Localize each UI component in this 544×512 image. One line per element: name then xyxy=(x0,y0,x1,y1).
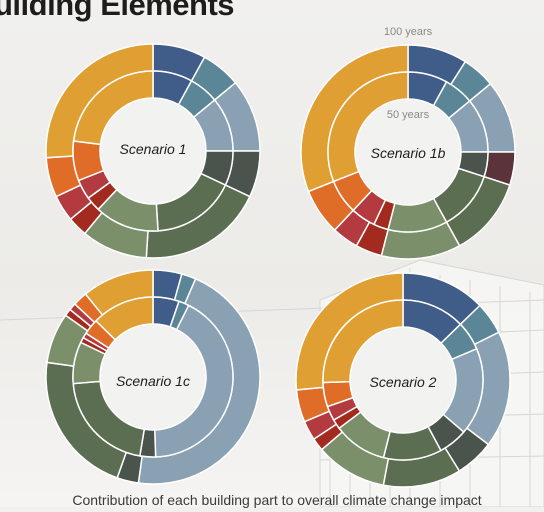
chart-title: Scenario 1b xyxy=(370,145,446,161)
donut-scenario-1c xyxy=(45,269,261,485)
chart-title: Scenario 1c xyxy=(116,373,190,389)
chart-scenario-1: Scenario 1 xyxy=(18,28,288,278)
donut-scenario-1b xyxy=(300,44,516,260)
donut-center xyxy=(100,324,206,430)
donut-center xyxy=(355,99,461,205)
ring-label-inner: 50 years xyxy=(386,109,430,121)
chart-title: Scenario 2 xyxy=(369,374,437,390)
chart-caption: Contribution of each building part to ov… xyxy=(72,492,482,508)
page-title: uilding Elements xyxy=(0,0,235,22)
donut-center xyxy=(350,327,456,433)
inner-ring-slice-9 xyxy=(94,296,154,341)
inner-ring-slice-9 xyxy=(322,299,404,384)
donut-scenario-1 xyxy=(45,43,261,259)
inner-ring-slice-10 xyxy=(327,71,409,183)
inner-ring-slice-2 xyxy=(153,304,234,458)
chart-title: Scenario 1 xyxy=(119,141,187,157)
chart-scenario-1b: 100 years 50 years Scenario 1b xyxy=(273,26,543,278)
donut-center xyxy=(100,98,206,204)
chart-scenario-1c: Scenario 1c xyxy=(18,256,288,506)
chart-scenario-2: Scenario 2 xyxy=(268,256,538,506)
inner-ring-slice-9 xyxy=(72,70,154,146)
donut-scenario-2 xyxy=(295,272,511,488)
ring-label-outer: 100 years xyxy=(383,26,433,38)
